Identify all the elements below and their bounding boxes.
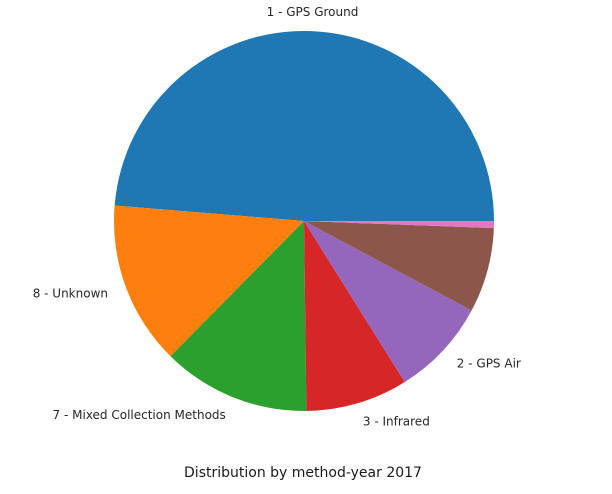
pie-slice-5 [304, 221, 472, 383]
pie-slice-label-1: 1 - GPS Ground [267, 5, 359, 19]
pie-labels: 1 - GPS Ground 8 - Unknown 7 - Mixed Colle… [33, 5, 521, 428]
pie-slice-2 [113, 205, 305, 357]
pie-slice-label-4: 3 - Infrared [363, 415, 430, 429]
pie-slice-7 [304, 221, 494, 229]
pie-slice-6 [304, 221, 494, 311]
chart-xlabel: Distribution by method-year 2017 [184, 465, 422, 481]
pie-slices [113, 30, 494, 411]
pie-slice-label-5: 2 - GPS Air [457, 357, 521, 371]
pie-slice-label-3: 7 - Mixed Collection Methods [53, 408, 226, 422]
pie-slice-1 [114, 30, 494, 222]
pie-slice-label-2: 8 - Unknown [33, 287, 108, 301]
pie-slice-3 [170, 221, 307, 411]
pie-slice-4 [304, 221, 405, 411]
